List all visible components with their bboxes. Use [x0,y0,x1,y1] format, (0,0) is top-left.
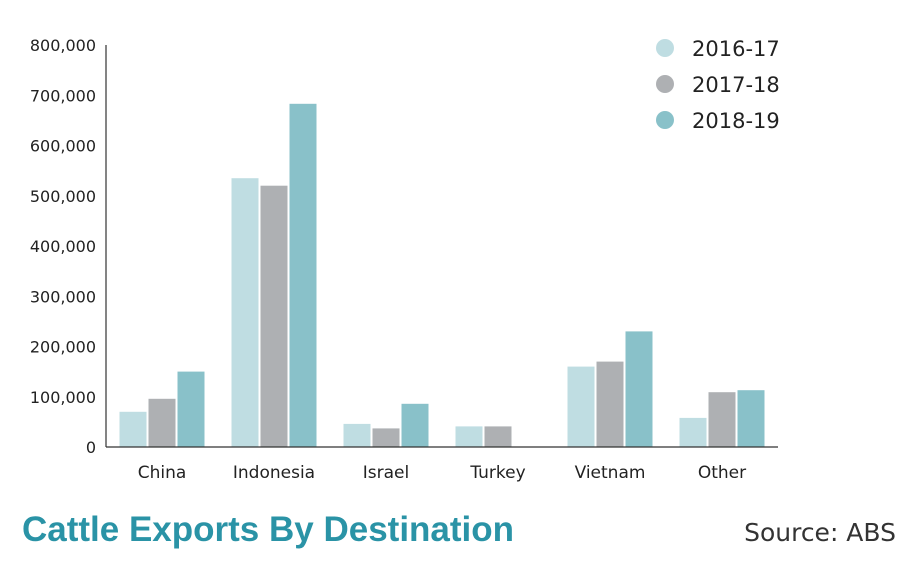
bar-china-2016-17 [119,411,147,447]
y-tick-label: 800,000 [30,36,96,55]
y-tick-label: 600,000 [30,137,96,156]
legend: 2016-17 2017-18 2018-19 [656,37,780,133]
x-tick-label: Indonesia [233,463,315,483]
y-tick-label: 500,000 [30,187,96,206]
legend-label: 2017-18 [692,73,780,97]
x-tick-label: Turkey [469,463,525,483]
bar-israel-2016-17 [343,423,371,447]
legend-marker [656,75,674,93]
bar-indonesia-2018-19 [289,103,317,448]
x-tick-label: Vietnam [575,463,646,483]
y-axis-tick-labels: 0 100,000 200,000 300,000 400,000 500,000 600,… [30,36,96,457]
x-tick-label: China [138,463,187,483]
bar-israel-2018-19 [401,403,429,447]
bars [119,103,765,448]
legend-marker [656,111,674,129]
chart-title: Cattle Exports By Destination [22,510,515,549]
bar-turkey-2017-18 [484,426,512,447]
x-tick-label: Israel [363,463,409,483]
bar-china-2017-18 [148,398,176,447]
y-tick-label: 400,000 [30,237,96,256]
legend-marker [656,39,674,57]
x-axis-category-labels: China Indonesia Israel Turkey Vietnam Other [138,463,746,483]
y-tick-label: 200,000 [30,338,96,357]
bar-other-2018-19 [737,390,765,447]
y-tick-label: 300,000 [30,287,96,306]
bar-israel-2017-18 [372,428,400,447]
x-tick-label: Other [698,463,746,483]
chart-source: Source: ABS [744,518,896,547]
bar-other-2017-18 [708,392,736,447]
bar-other-2016-17 [679,417,707,447]
bar-vietnam-2018-19 [625,331,653,447]
bar-vietnam-2017-18 [596,361,624,447]
bar-indonesia-2017-18 [260,185,288,447]
bar-turkey-2016-17 [455,426,483,447]
bar-indonesia-2016-17 [231,178,259,447]
y-tick-label: 700,000 [30,86,96,105]
bar-vietnam-2016-17 [567,366,595,447]
legend-label: 2016-17 [692,37,780,61]
legend-label: 2018-19 [692,109,780,133]
bar-china-2018-19 [177,371,205,447]
y-tick-label: 100,000 [30,388,96,407]
axes [105,45,778,448]
y-tick-label: 0 [86,438,96,457]
